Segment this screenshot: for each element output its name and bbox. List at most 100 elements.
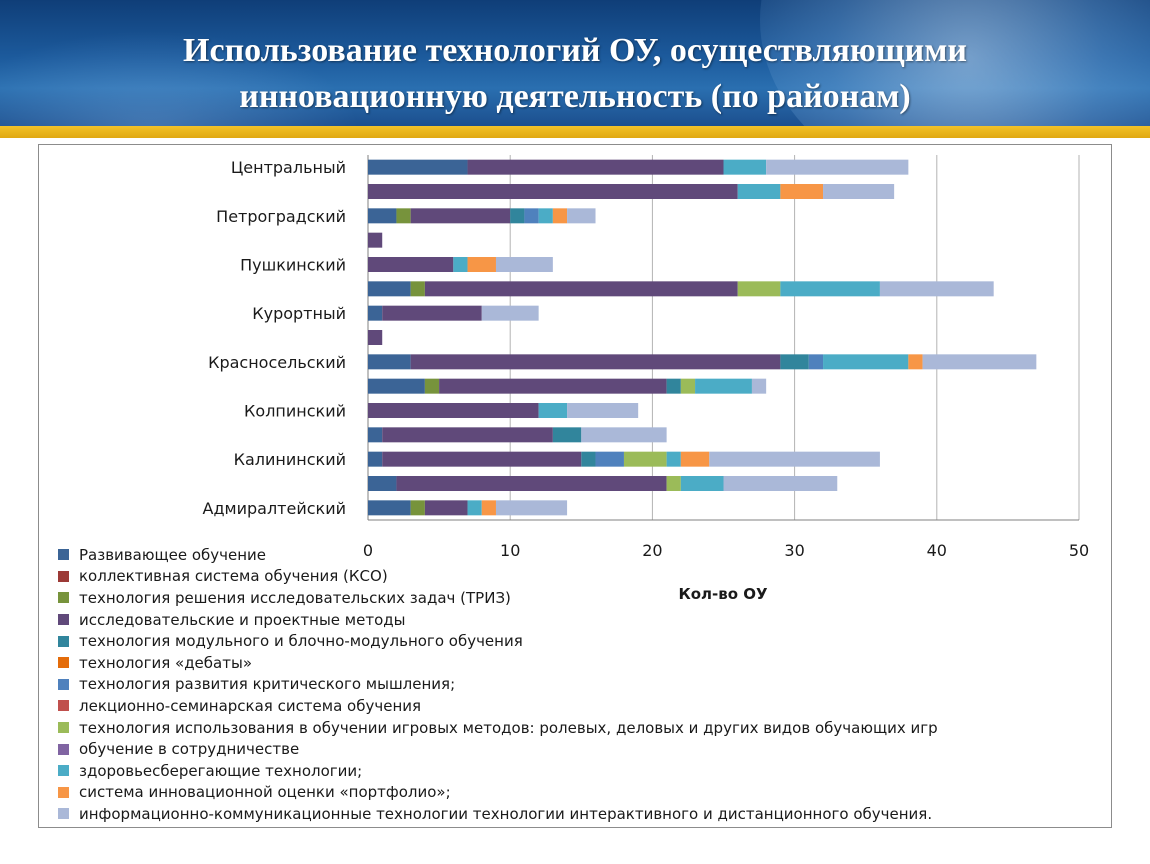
bar-segment-row12-series12 <box>709 451 880 467</box>
bar-segment-row2-series3 <box>410 208 511 224</box>
legend-label: технология модульного и блочно-модульног… <box>79 632 523 651</box>
legend-swatch <box>58 786 69 798</box>
bar-segment-row9-series2 <box>424 378 440 394</box>
y-category-label-12: Калининский <box>234 450 346 469</box>
legend-label: здоровьесберегающие технологии; <box>79 761 363 780</box>
legend-item: исследовательские и проектные методы <box>58 609 1118 631</box>
bar-segment-row9-series4 <box>666 378 681 394</box>
y-category-label-0: Центральный <box>231 158 346 177</box>
globe-graphic <box>760 0 1150 126</box>
bar-segment-row4-series10 <box>453 257 468 272</box>
legend-swatch <box>58 570 69 582</box>
bar-segment-row14-series0 <box>368 500 411 516</box>
bar-segment-row8-series10 <box>823 354 909 370</box>
legend-label: информационно-коммуникационные технологи… <box>79 804 933 823</box>
bar-segment-row12-series8 <box>623 451 667 467</box>
x-tick-label-2: 20 <box>642 541 662 560</box>
bar-segment-row8-series11 <box>908 354 923 370</box>
bar-segment-row13-series0 <box>368 476 397 491</box>
bar-segment-row10-series3 <box>368 403 539 418</box>
legend-label: исследовательские и проектные методы <box>79 610 406 629</box>
bar-segment-row13-series12 <box>723 476 838 491</box>
bar-segment-row8-series0 <box>368 354 411 370</box>
legend-item: технология «дебаты» <box>58 652 1118 674</box>
bar-segment-row14-series11 <box>481 500 496 516</box>
legend-item: технология развития критического мышлени… <box>58 674 1118 696</box>
bar-segment-row6-series3 <box>382 305 482 321</box>
y-category-label-14: Адмиралтейский <box>203 499 346 518</box>
bar-segment-row11-series12 <box>581 427 667 443</box>
legend-swatch <box>58 808 69 820</box>
x-tick-label-5: 50 <box>1069 541 1089 560</box>
bar-segment-row9-series12 <box>751 378 767 394</box>
bar-segment-row11-series4 <box>552 427 582 443</box>
legend-swatch <box>58 722 69 734</box>
x-tick-label-1: 10 <box>500 541 520 560</box>
bar-segment-row9-series10 <box>695 378 752 394</box>
bar-segment-row0-series10 <box>723 159 767 175</box>
legend-label: Развивающее обучение <box>79 545 266 564</box>
bar-segment-row11-series0 <box>368 427 383 443</box>
bar-segment-row2-series4 <box>510 208 525 224</box>
bar-segment-row2-series10 <box>538 208 553 224</box>
y-category-label-8: Красносельский <box>208 353 346 372</box>
bar-segment-row12-series11 <box>680 451 710 467</box>
bar-segment-row0-series0 <box>368 159 468 175</box>
bar-segment-row5-series2 <box>410 281 425 297</box>
bar-segment-row11-series3 <box>382 427 553 443</box>
bar-segment-row0-series12 <box>766 159 909 175</box>
legend-swatch <box>58 657 69 669</box>
legend-swatch <box>58 549 69 561</box>
legend-label: коллективная система обучения (КСО) <box>79 567 388 586</box>
bar-segment-row9-series8 <box>680 378 696 394</box>
legend-swatch <box>58 635 69 647</box>
chart-legend: Развивающее обучение коллективная система… <box>58 544 1118 825</box>
bar-segment-row12-series6 <box>595 451 624 467</box>
bar-segment-row9-series3 <box>439 378 667 394</box>
bar-segment-row1-series10 <box>737 184 781 199</box>
bar-segment-row10-series12 <box>567 403 639 418</box>
bar-segment-row9-series0 <box>368 378 425 394</box>
legend-swatch <box>58 743 69 755</box>
bar-segment-row8-series6 <box>808 354 824 370</box>
legend-swatch <box>58 614 69 626</box>
y-category-label-10: Колпинский <box>244 402 346 421</box>
bar-segment-row5-series3 <box>424 281 738 297</box>
legend-swatch <box>58 765 69 777</box>
bar-segment-row13-series10 <box>680 476 724 491</box>
legend-swatch <box>58 592 69 604</box>
title-line-1: Использование технологий ОУ, осуществляю… <box>183 32 967 69</box>
bar-segment-row7-series3 <box>368 330 383 345</box>
bar-segment-row2-series12 <box>567 208 596 224</box>
bar-segment-row12-series0 <box>368 451 383 467</box>
x-axis-label: Кол-во ОУ <box>678 585 768 603</box>
bar-segment-row6-series12 <box>481 305 539 321</box>
bar-segment-row4-series3 <box>368 257 454 272</box>
legend-item: обучение в сотрудничестве <box>58 738 1118 760</box>
legend-item: технология модульного и блочно-модульног… <box>58 630 1118 652</box>
bar-segment-row0-series3 <box>467 159 724 175</box>
legend-item: здоровьесберегающие технологии; <box>58 760 1118 782</box>
y-category-label-2: Петроградский <box>216 207 346 226</box>
bar-segment-row6-series0 <box>368 305 383 321</box>
title-line-2: инновационную деятельность (по районам) <box>239 78 911 115</box>
bar-segment-row8-series4 <box>780 354 809 370</box>
x-tick-label-4: 40 <box>927 541 947 560</box>
page-title: Использование технологий ОУ, осуществляю… <box>0 28 1150 120</box>
bar-segment-row8-series3 <box>410 354 781 370</box>
x-tick-label-3: 30 <box>784 541 804 560</box>
bar-segment-row3-series3 <box>368 232 383 248</box>
title-banner: Использование технологий ОУ, осуществляю… <box>0 0 1150 126</box>
legend-label: система инновационной оценки «портфолио»… <box>79 783 451 802</box>
legend-swatch <box>58 700 69 712</box>
bar-segment-row2-series11 <box>552 208 568 224</box>
legend-item: технология использования в обучении игро… <box>58 717 1118 739</box>
bar-segment-row12-series3 <box>382 451 582 467</box>
legend-item: технология решения исследовательских зад… <box>58 587 1118 609</box>
legend-label: лекционно-семинарская система обучения <box>79 696 422 715</box>
legend-label: обучение в сотрудничестве <box>79 740 300 759</box>
bar-segment-row5-series10 <box>780 281 880 297</box>
legend-item: система инновационной оценки «портфолио»… <box>58 782 1118 804</box>
bar-segment-row4-series12 <box>495 257 553 272</box>
legend-item: Развивающее обучение <box>58 544 1118 566</box>
